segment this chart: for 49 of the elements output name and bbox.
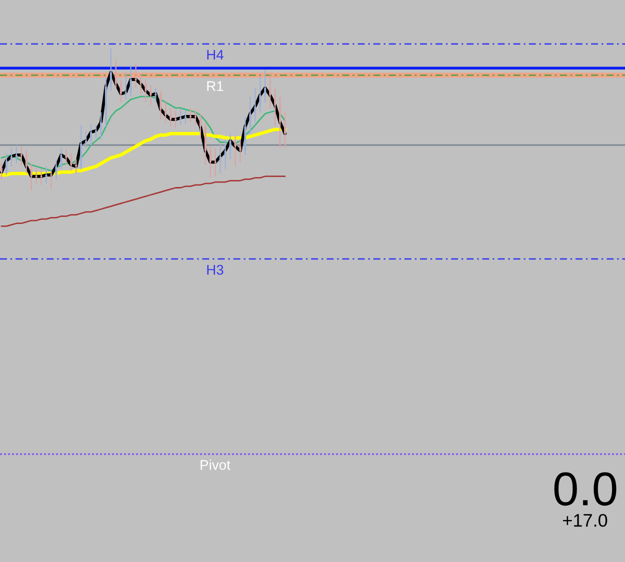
candlestick	[184, 110, 187, 124]
candlestick	[55, 160, 58, 180]
candlestick	[100, 112, 102, 140]
candlestick	[274, 87, 276, 128]
text: +17.0	[563, 514, 608, 527]
candlestick	[25, 150, 28, 174]
candlestick	[120, 78, 122, 103]
candlestick	[239, 138, 242, 163]
ref-line-label: H3	[207, 264, 224, 275]
candlestick	[180, 108, 182, 126]
candlestick	[45, 166, 48, 184]
candlestick	[60, 147, 62, 170]
ref-line-label: Pivot	[200, 460, 230, 470]
candlestick	[65, 148, 68, 166]
candlestick	[170, 107, 172, 128]
candlestick	[284, 112, 286, 148]
candlestick	[75, 158, 78, 174]
candlestick	[154, 87, 157, 103]
candlestick	[209, 146, 212, 178]
candlestick	[140, 73, 142, 94]
candlestick	[264, 68, 266, 103]
candlestick	[199, 113, 202, 140]
candlestick	[15, 144, 18, 164]
candlestick	[80, 124, 82, 170]
text: 0.0	[554, 472, 616, 506]
candlestick	[110, 48, 112, 92]
candlestick	[150, 84, 152, 106]
candlestick	[144, 78, 147, 103]
candlestick	[259, 76, 262, 113]
candlestick	[90, 123, 92, 146]
ref-line-label: R1	[207, 81, 224, 91]
candlestick	[269, 73, 272, 109]
ref-line-label: H4	[207, 50, 224, 60]
candlestick	[254, 87, 256, 123]
candlestick	[0, 162, 2, 180]
candlestick	[164, 102, 167, 123]
candlestick	[130, 64, 132, 98]
candlestick	[10, 147, 12, 167]
candlestick	[160, 90, 162, 120]
candlestick	[114, 59, 117, 89]
candlestick	[224, 138, 226, 170]
candlestick	[30, 162, 32, 192]
candlestick	[5, 153, 8, 176]
candlestick	[229, 133, 232, 160]
candlestick	[279, 96, 282, 148]
candlestick	[234, 134, 236, 167]
candlestick	[70, 153, 72, 172]
candlestick	[249, 96, 252, 134]
candlestick	[219, 143, 222, 174]
